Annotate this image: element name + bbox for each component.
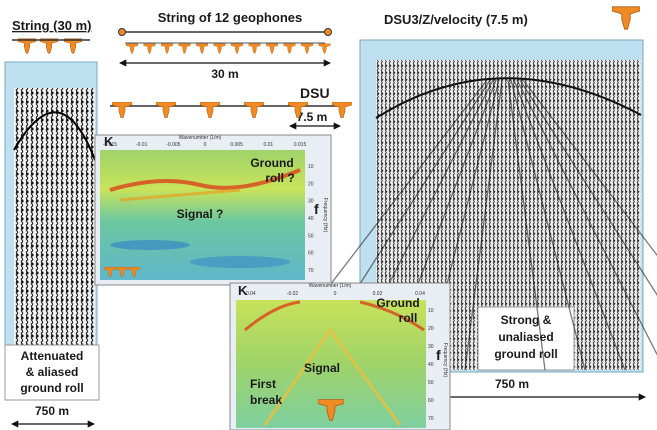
geophone-icon — [214, 44, 226, 54]
caption-line: Attenuated — [21, 349, 84, 363]
f-tick-label: 30 — [308, 199, 314, 205]
cable-end — [325, 29, 332, 36]
dsu-icon — [200, 102, 220, 118]
dsu-diagram: DSU 7.5 m — [110, 85, 352, 126]
k-tick-label: 0.015 — [294, 142, 307, 148]
geophone-icon — [319, 44, 331, 54]
f-tick-label: 50 — [308, 233, 314, 239]
axis-title: Frequency (Hz) — [442, 343, 448, 378]
f-tick-label: 50 — [428, 380, 434, 386]
geophone-icon — [301, 44, 313, 54]
k-tick-label: 0 — [334, 291, 337, 297]
geophone-icon — [40, 39, 58, 53]
axis-title: Wavenumber (1/m) — [309, 283, 352, 289]
geophone-icon — [126, 44, 138, 54]
figure: String (30 m) Attenuated & aliased groun… — [0, 0, 657, 430]
k-tick-label: -0.005 — [166, 142, 180, 148]
f-label: f — [314, 201, 319, 217]
f-tick-label: 40 — [428, 362, 434, 368]
length-label: 30 m — [211, 67, 238, 81]
annotation: break — [250, 393, 282, 407]
caption-line: Strong & — [501, 313, 552, 327]
dsu-icon — [112, 102, 132, 118]
geophone-icon — [179, 44, 191, 54]
annotation: roll ? — [265, 171, 294, 185]
annotation: First — [250, 377, 276, 391]
seismic-traces — [14, 88, 95, 345]
dsu-title: DSU — [300, 85, 330, 101]
caption-line: unaliased — [498, 330, 553, 344]
geophone-icon — [284, 44, 296, 54]
k-tick-label: 0.02 — [373, 291, 383, 297]
f-tick-label: 30 — [428, 344, 434, 350]
dsu-icon — [612, 7, 640, 29]
f-tick-label: 20 — [308, 181, 314, 187]
spacing-label: 7.5 m — [297, 110, 328, 124]
geophone-icon — [231, 44, 243, 54]
k-tick-label: -0.02 — [287, 291, 299, 297]
f-tick-label: 10 — [308, 164, 314, 170]
right-title: DSU3/Z/velocity (7.5 m) — [384, 12, 528, 27]
f-tick-label: 40 — [308, 216, 314, 222]
dsu-icon — [332, 102, 352, 118]
caption-line: ground roll — [494, 347, 557, 361]
scale-label: 750 m — [35, 404, 69, 418]
annotation: roll — [399, 311, 418, 325]
annotation: Ground — [250, 156, 293, 170]
annotation: Signal ? — [177, 207, 224, 221]
k-tick-label: 0.01 — [263, 142, 273, 148]
left-panel: String (30 m) Attenuated & aliased groun… — [5, 18, 99, 424]
f-tick-label: 10 — [428, 308, 434, 314]
geophone-icon — [196, 44, 208, 54]
left-title: String (30 m) — [12, 18, 91, 33]
f-tick-label: 60 — [428, 398, 434, 404]
geophone-icon — [144, 44, 156, 54]
geophone-icon — [266, 44, 278, 54]
fk-panel: K Wavenumber (1/m) Frequency (Hz) Ground… — [95, 134, 331, 285]
f-tick-label: 20 — [428, 326, 434, 332]
caption-line: & aliased — [26, 365, 79, 379]
axis-title: Wavenumber (1/m) — [179, 135, 222, 141]
k-tick-label: -0.04 — [244, 291, 256, 297]
k-tick-label: 0.04 — [415, 291, 425, 297]
annotation: Ground — [376, 296, 419, 310]
string-title: String of 12 geophones — [158, 10, 302, 25]
axis-title: Frequency (Hz) — [322, 198, 328, 233]
geophone-icon — [18, 39, 36, 53]
k-tick-label: -0.015 — [103, 142, 117, 148]
k-tick-label: -0.01 — [136, 142, 148, 148]
f-tick-label: 70 — [428, 416, 434, 422]
cable-end — [119, 29, 126, 36]
f-tick-label: 70 — [308, 268, 314, 274]
annotation: Signal — [304, 361, 340, 375]
scale-label: 750 m — [495, 377, 529, 391]
k-tick-label: 0.005 — [230, 142, 243, 148]
fk-panel: K Wavenumber (1/m) Frequency (Hz) Ground… — [230, 283, 450, 430]
string-diagram: String of 12 geophones 30 m — [119, 10, 332, 81]
spectrum-energy — [190, 256, 290, 268]
geophone-icon — [161, 44, 173, 54]
dsu-icon — [156, 102, 176, 118]
f-tick-label: 60 — [308, 251, 314, 257]
geophone-icon — [64, 39, 82, 53]
geophone-icon — [249, 44, 261, 54]
dsu-icon — [244, 102, 264, 118]
spectrum-energy — [110, 240, 190, 250]
caption-line: ground roll — [20, 381, 83, 395]
k-tick-label: 0 — [204, 142, 207, 148]
f-label: f — [436, 347, 441, 363]
